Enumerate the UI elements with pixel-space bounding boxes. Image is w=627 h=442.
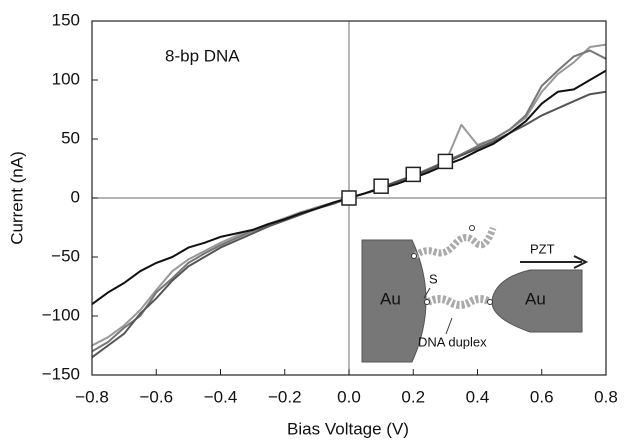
annotation: 8-bp DNA <box>165 46 240 65</box>
pointer <box>423 287 431 299</box>
x-tick-label: −0.6 <box>139 387 173 406</box>
y-tick-label: 100 <box>52 69 80 88</box>
y-axis-title: Current (nA) <box>7 151 26 245</box>
y-tick-label: −150 <box>42 364 80 383</box>
linker <box>411 253 417 259</box>
y-tick-label: 0 <box>71 187 80 206</box>
dna-strand <box>426 295 493 309</box>
electrode <box>361 239 427 363</box>
inset-label: S <box>429 271 438 286</box>
plot-frame <box>91 20 607 376</box>
marker <box>405 166 421 183</box>
x-tick-label: −0.8 <box>75 387 109 406</box>
linker <box>424 299 430 305</box>
x-tick-label: −0.2 <box>268 387 302 406</box>
pointer <box>445 317 453 335</box>
marker <box>437 153 454 170</box>
arrow-head <box>573 255 589 269</box>
y-tick-label: 50 <box>61 128 80 147</box>
inset-label: DNA duplex <box>418 334 487 349</box>
linker <box>487 299 493 305</box>
linker <box>469 225 475 231</box>
inset-label: PZT <box>530 241 555 256</box>
x-tick-label: −0.4 <box>204 387 238 406</box>
x-tick-label: 0.4 <box>466 387 490 406</box>
inset-label: Au <box>380 289 401 308</box>
x-tick-label: 0.6 <box>530 387 554 406</box>
marker <box>341 190 357 206</box>
inset: Au Au S DNA duplex PZT <box>361 225 589 363</box>
y-tick-label: 150 <box>52 10 80 29</box>
dna-strand <box>412 226 497 259</box>
y-tick-label: −50 <box>51 246 80 265</box>
x-tick-label: 0.2 <box>401 387 425 406</box>
x-axis-title: Bias Voltage (V) <box>287 419 409 438</box>
inset-label: Au <box>525 289 546 308</box>
x-tick-label: 0.0 <box>337 387 361 406</box>
x-tick-label: 0.8 <box>594 387 618 406</box>
y-tick-label: −100 <box>42 305 80 324</box>
marker <box>373 178 389 194</box>
